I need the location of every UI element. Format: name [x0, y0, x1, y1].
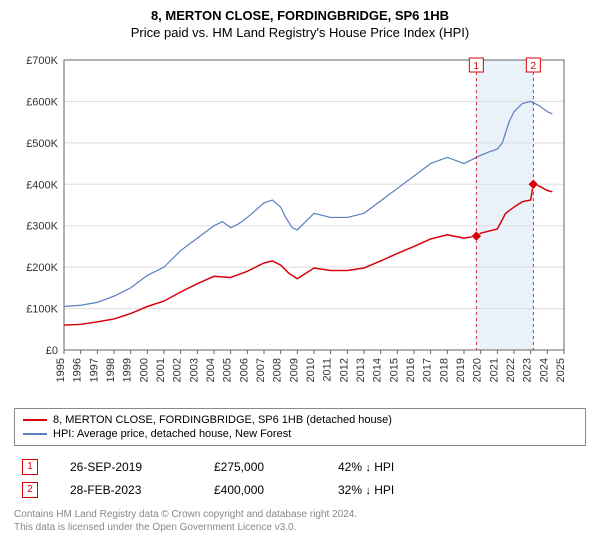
- y-tick-label: £100K: [26, 304, 58, 316]
- x-tick-label: 2020: [472, 358, 484, 382]
- x-tick-label: 2013: [355, 358, 367, 382]
- x-tick-label: 2007: [255, 358, 267, 382]
- legend-label: 8, MERTON CLOSE, FORDINGBRIDGE, SP6 1HB …: [53, 414, 392, 426]
- arrow-down-icon: ↓: [365, 485, 371, 497]
- x-tick-label: 2002: [172, 358, 184, 382]
- x-tick-label: 2004: [205, 358, 217, 382]
- highlight-band: [476, 60, 534, 350]
- y-tick-label: £200K: [26, 262, 58, 274]
- copyright: Contains HM Land Registry data © Crown c…: [14, 508, 586, 534]
- y-tick-label: £500K: [26, 138, 58, 150]
- legend: 8, MERTON CLOSE, FORDINGBRIDGE, SP6 1HB …: [14, 408, 586, 446]
- x-tick-label: 1998: [105, 358, 117, 382]
- chart-subtitle: Price paid vs. HM Land Registry's House …: [14, 25, 586, 40]
- x-tick-label: 2023: [522, 358, 534, 382]
- x-tick-label: 2003: [188, 358, 200, 382]
- x-tick-label: 1999: [122, 358, 134, 382]
- sale-row: 1 26-SEP-2019£275,000 42% ↓ HPI: [16, 456, 584, 477]
- sales-table: 1 26-SEP-2019£275,000 42% ↓ HPI 2 28-FEB-202…: [14, 454, 586, 502]
- x-tick-label: 1997: [88, 358, 100, 382]
- sale-price: £275,000: [208, 456, 330, 477]
- legend-swatch: [23, 433, 47, 435]
- sale-date: 28-FEB-2023: [64, 479, 206, 500]
- sale-marker-label: 1: [474, 61, 480, 72]
- sale-diff: 42% ↓ HPI: [338, 460, 394, 474]
- x-tick-label: 2010: [305, 358, 317, 382]
- sale-date: 26-SEP-2019: [64, 456, 206, 477]
- sale-row: 2 28-FEB-2023£400,000 32% ↓ HPI: [16, 479, 584, 500]
- sale-diff-cell: 32% ↓ HPI: [332, 479, 584, 500]
- sale-marker-cell: 2: [16, 479, 62, 500]
- sale-diff: 32% ↓ HPI: [338, 483, 394, 497]
- sale-marker-icon: 2: [22, 482, 38, 498]
- copyright-line: This data is licensed under the Open Gov…: [14, 521, 586, 534]
- legend-swatch: [23, 419, 47, 421]
- chart-area: £0 £100K £200K £300K £400K £500K £600K £700K 199…: [14, 48, 586, 400]
- legend-item: HPI: Average price, detached house, New …: [23, 427, 577, 441]
- x-tick-label: 2008: [272, 358, 284, 382]
- sale-marker-label: 2: [531, 61, 537, 72]
- sale-price: £400,000: [208, 479, 330, 500]
- x-tick-label: 2022: [505, 358, 517, 382]
- x-tick-label: 2000: [138, 358, 150, 382]
- y-tick-label: £700K: [26, 55, 58, 67]
- x-tick-label: 2024: [538, 358, 550, 382]
- y-tick-label: £0: [46, 345, 58, 357]
- x-tick-label: 2014: [372, 358, 384, 382]
- line-chart: £0 £100K £200K £300K £400K £500K £600K £700K 199…: [14, 48, 574, 400]
- x-tick-label: 1996: [72, 358, 84, 382]
- x-tick-label: 2009: [288, 358, 300, 382]
- chart-title: 8, MERTON CLOSE, FORDINGBRIDGE, SP6 1HB: [14, 8, 586, 23]
- x-tick-label: 2019: [455, 358, 467, 382]
- x-tick-label: 2015: [388, 358, 400, 382]
- sale-marker-icon: 1: [22, 459, 38, 475]
- y-tick-label: £400K: [26, 179, 58, 191]
- copyright-line: Contains HM Land Registry data © Crown c…: [14, 508, 586, 521]
- arrow-down-icon: ↓: [365, 462, 371, 474]
- x-tick-label: 2006: [238, 358, 250, 382]
- x-tick-label: 2018: [438, 358, 450, 382]
- legend-label: HPI: Average price, detached house, New …: [53, 428, 291, 440]
- x-tick-label: 2021: [488, 358, 500, 382]
- x-tick-label: 2001: [155, 358, 167, 382]
- x-tick-label: 2016: [405, 358, 417, 382]
- x-tick-label: 2012: [338, 358, 350, 382]
- x-tick-label: 2025: [555, 358, 567, 382]
- x-tick-label: 2005: [222, 358, 234, 382]
- y-tick-label: £300K: [26, 221, 58, 233]
- sale-marker-cell: 1: [16, 456, 62, 477]
- legend-item: 8, MERTON CLOSE, FORDINGBRIDGE, SP6 1HB …: [23, 413, 577, 427]
- y-tick-label: £600K: [26, 96, 58, 108]
- sale-diff-cell: 42% ↓ HPI: [332, 456, 584, 477]
- x-tick-label: 2017: [422, 358, 434, 382]
- x-tick-label: 1995: [55, 358, 67, 382]
- x-tick-label: 2011: [322, 358, 334, 382]
